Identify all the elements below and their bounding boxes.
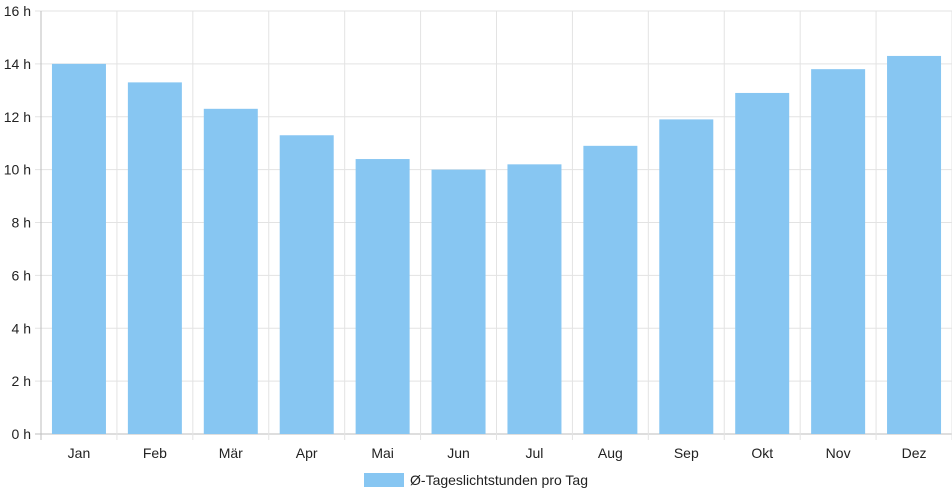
- bar: [507, 164, 562, 434]
- x-tick-label: Apr: [296, 445, 318, 461]
- x-tick-label: Sep: [674, 445, 699, 461]
- bar: [431, 169, 486, 434]
- legend-item[interactable]: Ø-Tageslichtstunden pro Tag: [364, 472, 588, 488]
- legend-label: Ø-Tageslichtstunden pro Tag: [410, 472, 588, 488]
- y-tick-label: 6 h: [12, 267, 31, 283]
- x-tick-label: Mär: [219, 445, 243, 461]
- bar: [279, 135, 334, 434]
- y-tick-label: 16 h: [4, 3, 31, 19]
- bar: [887, 55, 942, 434]
- y-tick-label: 8 h: [12, 215, 31, 231]
- x-tick-label: Nov: [826, 445, 851, 461]
- x-tick-label: Okt: [751, 445, 773, 461]
- x-tick-label: Jan: [68, 445, 91, 461]
- x-tick-label: Dez: [902, 445, 927, 461]
- bar: [659, 119, 714, 435]
- x-tick-label: Jul: [526, 445, 544, 461]
- bar: [811, 69, 866, 434]
- y-tick-label: 10 h: [4, 162, 31, 178]
- bar: [127, 82, 182, 434]
- bar: [203, 108, 258, 434]
- bar: [735, 92, 790, 435]
- bar: [583, 145, 638, 435]
- bar: [355, 159, 410, 435]
- x-tick-label: Jun: [447, 445, 470, 461]
- y-tick-label: 2 h: [12, 373, 31, 389]
- x-tick-label: Mai: [371, 445, 394, 461]
- legend: Ø-Tageslichtstunden pro Tag: [0, 472, 952, 488]
- y-tick-label: 14 h: [4, 56, 31, 72]
- x-tick-label: Aug: [598, 445, 623, 461]
- y-tick-label: 0 h: [12, 426, 31, 442]
- y-tick-label: 4 h: [12, 320, 31, 336]
- bar: [51, 63, 106, 434]
- legend-swatch: [364, 473, 405, 487]
- daylight-bar-chart: 0 h 2 h 4 h 6 h 8 h 10 h 12 h 14 h 16 h Jan Feb Mär…: [4, 3, 952, 461]
- y-tick-label: 12 h: [4, 109, 31, 125]
- x-tick-label: Feb: [143, 445, 167, 461]
